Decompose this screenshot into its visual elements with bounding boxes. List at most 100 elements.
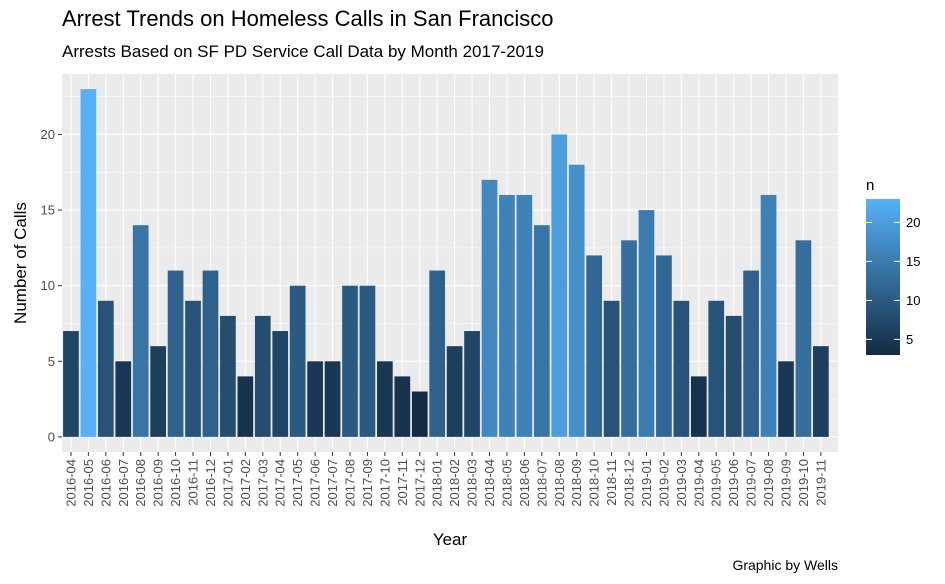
bar-2019-06 xyxy=(725,315,742,437)
bar-2018-08 xyxy=(551,134,568,437)
x-tick-label: 2018-04 xyxy=(482,459,497,507)
x-tick-label: 2016-05 xyxy=(81,459,96,507)
y-tick-label: 0 xyxy=(48,429,55,444)
bar-2017-01 xyxy=(220,315,236,437)
legend-colorbar xyxy=(866,199,900,355)
y-tick-label: 15 xyxy=(41,203,55,218)
x-tick-label: 2019-10 xyxy=(796,459,811,507)
bar-2019-08 xyxy=(760,194,777,437)
bar-2017-06 xyxy=(307,361,323,437)
bar-2019-10 xyxy=(795,240,812,437)
y-tick-label: 20 xyxy=(41,127,55,142)
bar-2016-07 xyxy=(115,361,132,437)
bar-2016-06 xyxy=(97,300,114,437)
x-tick-label: 2019-08 xyxy=(761,459,776,507)
x-tick-label: 2016-07 xyxy=(116,459,131,507)
bar-2018-03 xyxy=(464,331,480,437)
x-tick-label: 2019-06 xyxy=(726,459,741,507)
x-tick-label: 2018-08 xyxy=(552,459,567,507)
y-axis-title: Number of Calls xyxy=(11,202,30,324)
chart-caption: Graphic by Wells xyxy=(732,557,838,573)
y-axis: 0 5 10 15 20 xyxy=(41,127,62,444)
bar-2017-04 xyxy=(272,331,289,437)
x-tick-label: 2019-09 xyxy=(778,459,793,507)
y-tick-label: 5 xyxy=(48,354,55,369)
bar-2017-11 xyxy=(394,376,411,437)
chart-subtitle: Arrests Based on SF PD Service Call Data… xyxy=(62,42,544,61)
bar-2018-04 xyxy=(481,179,498,437)
x-tick-label: 2017-09 xyxy=(360,459,375,507)
bar-2016-10 xyxy=(167,270,184,437)
x-tick-label: 2018-10 xyxy=(587,459,602,507)
legend-tick-label: 15 xyxy=(906,254,920,269)
bar-2018-07 xyxy=(533,225,550,437)
x-tick-label: 2018-03 xyxy=(465,459,480,507)
bar-2018-09 xyxy=(568,164,585,437)
legend-tick-label: 5 xyxy=(906,332,913,347)
bar-2019-05 xyxy=(708,300,725,437)
bar-2016-04 xyxy=(63,331,79,437)
bar-2016-05 xyxy=(80,89,97,437)
bar-2018-01 xyxy=(429,270,446,437)
x-tick-label: 2017-10 xyxy=(377,459,392,507)
x-tick-label: 2018-07 xyxy=(534,459,549,507)
bar-2017-03 xyxy=(254,315,271,437)
x-tick-label: 2018-06 xyxy=(517,459,532,507)
bar-2019-02 xyxy=(656,255,672,437)
bar-2018-10 xyxy=(586,255,602,437)
legend-title: n xyxy=(866,177,874,194)
x-tick-label: 2017-04 xyxy=(273,459,288,507)
bar-2016-12 xyxy=(202,270,219,437)
x-tick-label: 2019-05 xyxy=(709,459,724,507)
bar-2018-11 xyxy=(603,300,620,437)
x-tick-label: 2019-11 xyxy=(813,459,828,506)
bar-2019-01 xyxy=(638,210,655,437)
bar-2018-05 xyxy=(499,194,515,437)
bar-2019-04 xyxy=(690,376,707,437)
bars xyxy=(63,89,829,437)
x-tick-label: 2019-03 xyxy=(674,459,689,507)
x-axis-title: Year xyxy=(433,530,468,549)
x-tick-label: 2018-02 xyxy=(447,459,462,507)
x-tick-label: 2017-05 xyxy=(290,459,305,507)
x-tick-label: 2016-12 xyxy=(203,459,218,507)
bar-2017-10 xyxy=(377,361,393,437)
chart-title: Arrest Trends on Homeless Calls in San F… xyxy=(62,6,554,31)
x-tick-label: 2017-01 xyxy=(220,459,235,507)
x-tick-label: 2019-01 xyxy=(639,459,654,507)
x-axis: 2016-04 2016-05 2016-06 2016-07 2016-08 2016-… xyxy=(63,452,828,507)
x-tick-label: 2017-08 xyxy=(342,459,357,507)
bar-2019-11 xyxy=(813,346,829,437)
x-tick-label: 2016-08 xyxy=(133,459,148,507)
y-tick-label: 10 xyxy=(41,278,55,293)
bar-2019-09 xyxy=(778,361,794,437)
bar-2016-09 xyxy=(150,346,166,437)
x-tick-label: 2016-10 xyxy=(168,459,183,507)
x-tick-label: 2016-11 xyxy=(186,459,201,506)
bar-2018-12 xyxy=(621,240,637,437)
x-tick-label: 2017-06 xyxy=(308,459,323,507)
x-tick-label: 2016-06 xyxy=(98,459,113,507)
x-tick-label: 2019-02 xyxy=(656,459,671,507)
bar-2016-08 xyxy=(132,225,149,437)
bar-2017-02 xyxy=(237,376,254,437)
x-tick-label: 2018-05 xyxy=(499,459,514,507)
x-tick-label: 2016-09 xyxy=(151,459,166,507)
bar-2019-07 xyxy=(743,270,759,437)
bar-2017-05 xyxy=(289,285,306,437)
x-tick-label: 2018-09 xyxy=(569,459,584,507)
x-tick-label: 2017-12 xyxy=(412,459,427,507)
x-tick-label: 2017-07 xyxy=(325,459,340,507)
bar-2017-12 xyxy=(411,391,428,437)
bar-2017-08 xyxy=(342,285,358,437)
x-tick-label: 2017-11 xyxy=(395,459,410,506)
legend-ticks: 5 10 15 20 xyxy=(866,215,920,347)
legend: n 5 10 15 20 xyxy=(866,177,920,355)
x-tick-label: 2019-07 xyxy=(744,459,759,507)
x-tick-label: 2019-04 xyxy=(691,459,706,507)
legend-tick-label: 20 xyxy=(906,215,920,230)
bar-2017-07 xyxy=(324,361,341,437)
legend-tick-label: 10 xyxy=(906,293,920,308)
x-tick-label: 2018-11 xyxy=(604,459,619,506)
